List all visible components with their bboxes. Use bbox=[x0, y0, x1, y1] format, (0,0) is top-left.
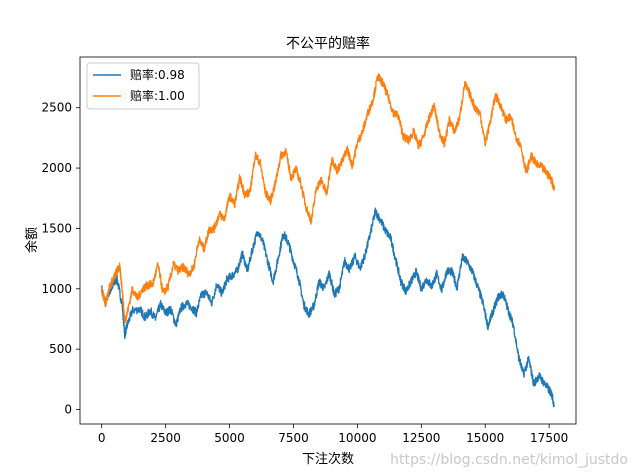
series-line-1 bbox=[101, 73, 555, 324]
y-tick-label-3: 1500 bbox=[41, 221, 72, 235]
x-axis: 0 2500 5000 7500 10000 12500 15000 17500 bbox=[98, 424, 568, 445]
x-tick-label-6: 15000 bbox=[466, 431, 504, 445]
x-tick-label-5: 12500 bbox=[402, 431, 440, 445]
x-tick-label-7: 17500 bbox=[530, 431, 568, 445]
x-tick-label-0: 0 bbox=[98, 431, 106, 445]
y-tick-label-4: 2000 bbox=[41, 161, 72, 175]
x-tick-label-1: 2500 bbox=[150, 431, 181, 445]
y-axis: 0 500 1000 1500 2000 2500 bbox=[41, 101, 80, 417]
x-axis-label: 下注次数 bbox=[302, 451, 354, 467]
y-tick-label-2: 1000 bbox=[41, 282, 72, 296]
x-tick-label-3: 7500 bbox=[278, 431, 309, 445]
x-tick-label-4: 10000 bbox=[338, 431, 376, 445]
chart-title: 不公平的赔率 bbox=[286, 35, 370, 52]
y-tick-label-5: 2500 bbox=[41, 101, 72, 115]
series-layer bbox=[101, 73, 555, 408]
legend-label-1: 赔率:1.00 bbox=[130, 88, 185, 103]
plot-frame bbox=[79, 56, 577, 425]
plot-area bbox=[80, 57, 576, 424]
legend-label-0: 赔率:0.98 bbox=[130, 67, 185, 82]
watermark-text: https://blog.csdn.net/kimol_justdo bbox=[390, 452, 628, 468]
y-axis-label: 余额 bbox=[24, 227, 40, 253]
x-tick-label-2: 5000 bbox=[214, 431, 245, 445]
y-tick-label-1: 500 bbox=[49, 342, 72, 356]
legend: 赔率:0.98 赔率:1.00 bbox=[86, 62, 200, 110]
series-line-0 bbox=[101, 207, 555, 408]
y-tick-label-0: 0 bbox=[64, 403, 72, 417]
